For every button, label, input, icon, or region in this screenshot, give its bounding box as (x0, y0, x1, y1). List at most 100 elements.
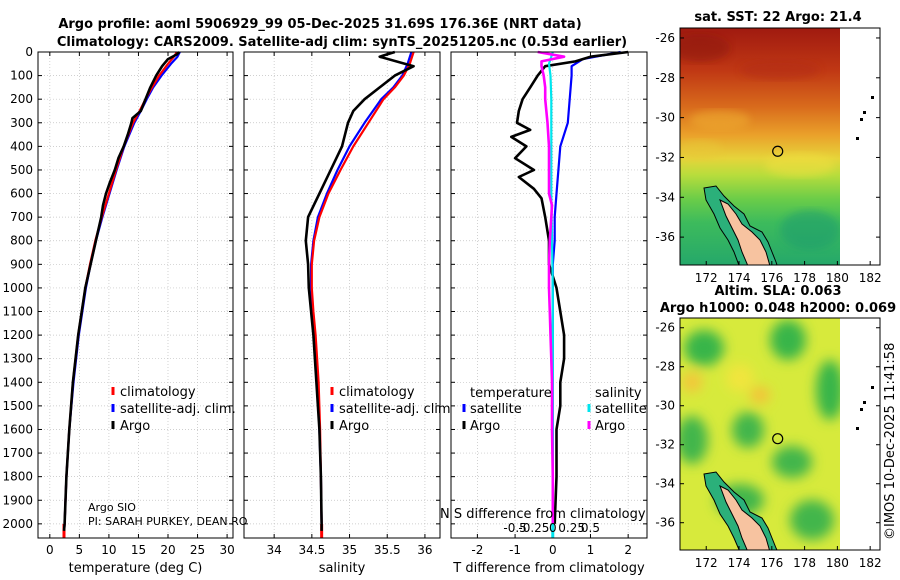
sla-islands (856, 386, 874, 430)
plot-frame (450, 51, 648, 539)
y-tick-label: 200 (10, 92, 33, 106)
sst-frame (679, 27, 881, 266)
map-x-tick-label: 176 (760, 556, 783, 570)
sst-float-marker (772, 145, 784, 157)
map-x-tick-label: 174 (728, 556, 751, 570)
y-tick-label: 500 (10, 163, 33, 177)
map-y-tick-label: -26 (655, 321, 675, 335)
x-axis-label: salinity (319, 561, 366, 576)
y-tick-label: 0 (25, 45, 33, 59)
x-tick-label: 34.5 (298, 543, 325, 557)
x-tick-label: 5 (76, 543, 84, 557)
x-tick-label: 35 (342, 543, 357, 557)
map-y-tick-label: -30 (655, 399, 675, 413)
map-x-tick-label: 180 (826, 271, 849, 285)
sal-tick-label: -0.5 (503, 521, 526, 535)
y-tick-label: 1800 (2, 470, 33, 484)
credit-line2: PI: SARAH PURKEY, DEAN RO (88, 515, 248, 528)
y-tick-label: 1500 (2, 399, 33, 413)
map-y-tick-label: -28 (655, 71, 675, 85)
map-x-tick-label: 172 (695, 271, 718, 285)
sst-map: -26 -28 -30 -32 -34 -36 172 174 176 178 180 182 sat… (655, 10, 881, 285)
sst-axis-ticks: -26 -28 -30 -32 -34 -36 172 174 176 178 180 182 (655, 31, 881, 285)
sal-tick-label: 0.25 (558, 521, 585, 535)
sla-map: -26 -28 -30 -32 -34 -36 172 174 176 178 180 182 Alt… (655, 284, 896, 570)
x-tick-label: 15 (131, 543, 146, 557)
map-x-tick-label: 178 (793, 556, 816, 570)
map-x-tick-label: 180 (826, 556, 849, 570)
y-tick-label: 2000 (2, 517, 33, 531)
y-tick-label: 900 (10, 257, 33, 271)
sst-title: sat. SST: 22 Argo: 21.4 (694, 10, 861, 25)
sal-tick-label: 0 (549, 521, 557, 535)
map-y-tick-label: -32 (655, 150, 675, 164)
credit-line1: Argo SIO (88, 501, 136, 514)
imos-watermark: ©IMOS 10-Dec-2025 11:41:58 (883, 343, 898, 540)
map-x-tick-label: 174 (728, 271, 751, 285)
x-tick-label: -2 (471, 543, 483, 557)
x-tick-label: 0 (46, 543, 54, 557)
figure-title-line1: Argo profile: aoml 5906929_99 05-Dec-202… (58, 17, 581, 32)
legend-label: satellite (470, 402, 522, 417)
x-tick-label: 34 (267, 543, 282, 557)
map-y-tick-label: -36 (655, 230, 675, 244)
legend-header-salinity: salinity (595, 386, 642, 401)
y-tick-label: 600 (10, 187, 33, 201)
plot-area (38, 52, 233, 538)
y-tick-label: 1300 (2, 352, 33, 366)
legend-label: climatology (339, 385, 415, 400)
x-tick-label: -1 (509, 543, 521, 557)
overflow-label: N S difference from climatology (440, 507, 646, 522)
sla-axis-ticks: -26 -28 -30 -32 -34 -36 172 174 176 178 180 182 (655, 321, 881, 570)
x-tick-label: 1 (587, 543, 595, 557)
map-y-tick-label: -28 (655, 360, 675, 374)
map-x-tick-label: 182 (859, 556, 882, 570)
sal-tick-label: -0.25 (518, 521, 549, 535)
sla-title-line1: Altim. SLA: 0.063 (715, 284, 842, 299)
series-line (304, 50, 415, 531)
plot-frame (37, 51, 234, 539)
temperature-panel: 0100200300400500600700800900100011001200… (2, 45, 235, 576)
legend-label: Argo (470, 419, 500, 434)
legend-label: satellite-adj. clim. (120, 402, 236, 417)
map-y-tick-label: -32 (655, 438, 675, 452)
sal-tick-label: 0.5 (581, 521, 600, 535)
x-axis-label: T difference from climatology (452, 561, 645, 576)
legend-label: satellite-adj. clim. (339, 402, 455, 417)
plot-area (244, 52, 440, 538)
y-tick-label: 1700 (2, 446, 33, 460)
nz-landmass-sst (703, 185, 778, 265)
x-tick-label: 25 (190, 543, 205, 557)
figure-title-line2: Climatology: CARS2009. Satellite-adj cli… (57, 35, 627, 50)
sla-frame (679, 317, 881, 551)
plot-frame (243, 51, 441, 539)
series-line (547, 51, 554, 524)
y-tick-label: 1100 (2, 305, 33, 319)
y-tick-label: 1900 (2, 493, 33, 507)
map-x-tick-label: 176 (760, 271, 783, 285)
nz-landmass-sla (703, 471, 778, 550)
difference-panel: -2 -1 0 1 2 T difference from climatology temp… (450, 50, 648, 576)
x-tick-label: 35.5 (374, 543, 401, 557)
legend-label: Argo (595, 419, 625, 434)
salinity-panel: 34 34.5 35 35.5 36 salinity climatology satelli… (243, 50, 455, 576)
legend-label: Argo (339, 419, 369, 434)
map-y-tick-label: -34 (655, 477, 675, 491)
sst-texture (680, 34, 840, 250)
legend-label: climatology (120, 385, 196, 400)
map-y-tick-label: -34 (655, 190, 675, 204)
x-tick-label: 0 (549, 543, 557, 557)
y-tick-label: 800 (10, 234, 33, 248)
x-tick-label: 36 (417, 543, 432, 557)
series-line (510, 50, 629, 524)
x-tick-label: 20 (160, 543, 175, 557)
x-tick-label: 30 (219, 543, 234, 557)
y-tick-label: 100 (10, 69, 33, 83)
map-x-tick-label: 182 (859, 271, 882, 285)
legend-header-temperature: temperature (470, 386, 552, 401)
x-tick-label: 2 (624, 543, 632, 557)
map-y-tick-label: -30 (655, 111, 675, 125)
sla-float-marker (772, 433, 784, 445)
series-line (62, 51, 181, 532)
